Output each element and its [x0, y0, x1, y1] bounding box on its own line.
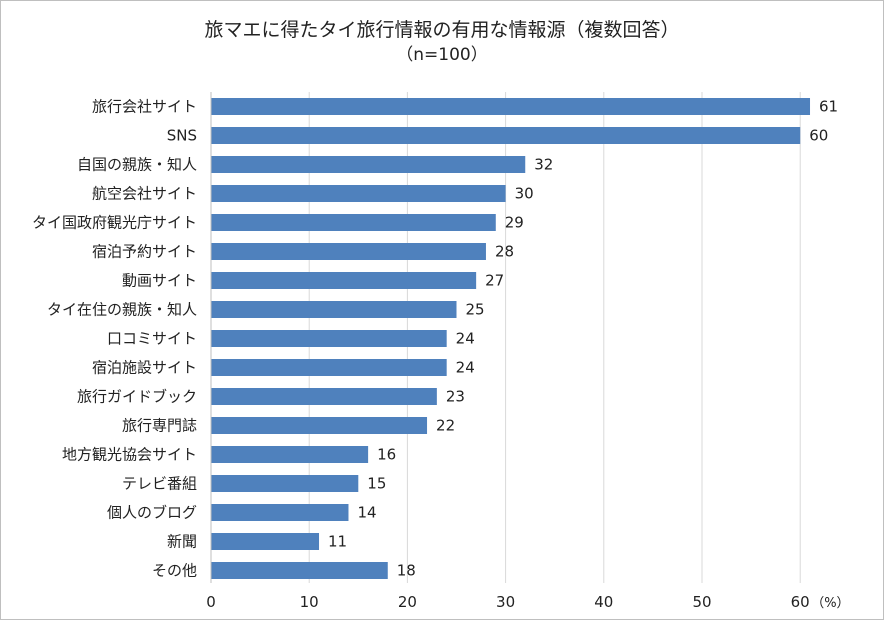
x-tick-label: 50	[692, 593, 711, 611]
category-label: テレビ番組	[122, 475, 197, 493]
category-label: 自国の親族・知人	[77, 156, 197, 174]
data-label: 60	[809, 127, 828, 145]
bar	[211, 533, 320, 550]
chart-subtitle: （n=100）	[396, 45, 488, 65]
category-label: 宿泊施設サイト	[92, 359, 197, 377]
bar	[211, 359, 447, 376]
data-label: 22	[436, 417, 455, 435]
bar	[211, 98, 811, 115]
category-label: 旅行会社サイト	[92, 98, 197, 116]
data-label: 61	[819, 98, 838, 116]
category-label: 航空会社サイト	[92, 185, 197, 203]
bar	[211, 504, 349, 521]
category-label: SNS	[167, 127, 197, 145]
data-label: 28	[495, 243, 514, 261]
bar	[211, 330, 447, 347]
x-tick-label: 40	[594, 593, 613, 611]
category-label: タイ国政府観光庁サイト	[32, 214, 197, 232]
data-label: 23	[446, 388, 465, 406]
category-label: 旅行ガイドブック	[77, 388, 197, 406]
data-label: 24	[456, 330, 475, 348]
category-label: 動画サイト	[122, 272, 197, 290]
data-label: 15	[367, 475, 386, 493]
data-label: 14	[357, 504, 376, 522]
category-label: 個人のブログ	[107, 504, 197, 522]
bar	[211, 243, 486, 260]
bar	[211, 562, 388, 579]
x-tick-label: 0	[206, 593, 216, 611]
category-label: タイ在住の親族・知人	[47, 301, 197, 319]
data-label: 18	[397, 562, 416, 580]
bar	[211, 446, 369, 463]
bar	[211, 475, 359, 492]
category-label: 地方観光協会サイト	[62, 446, 197, 464]
data-label: 16	[377, 446, 396, 464]
bar	[211, 301, 457, 318]
data-label: 25	[466, 301, 485, 319]
x-tick-label: 10	[300, 593, 319, 611]
category-label: 新聞	[167, 533, 197, 551]
category-label: その他	[152, 562, 197, 580]
category-label: 宿泊予約サイト	[92, 243, 197, 261]
category-label: 旅行専門誌	[122, 417, 197, 435]
data-label: 27	[485, 272, 504, 290]
x-tick-label: 30	[496, 593, 515, 611]
data-label: 24	[456, 359, 475, 377]
bar	[211, 127, 801, 144]
bar	[211, 185, 506, 202]
chart-title: 旅マエに得たタイ旅行情報の有用な情報源（複数回答）	[204, 19, 680, 41]
data-label: 32	[534, 156, 553, 174]
x-unit-label: （%）	[811, 596, 849, 611]
x-tick-label: 60	[791, 593, 810, 611]
data-label: 29	[505, 214, 524, 232]
data-label: 11	[328, 533, 347, 551]
bar	[211, 417, 428, 434]
bar	[211, 272, 477, 289]
bar	[211, 388, 437, 405]
bar	[211, 156, 526, 173]
data-label: 30	[515, 185, 534, 203]
x-tick-label: 20	[398, 593, 417, 611]
bar	[211, 214, 496, 231]
category-label: 口コミサイト	[107, 330, 197, 348]
